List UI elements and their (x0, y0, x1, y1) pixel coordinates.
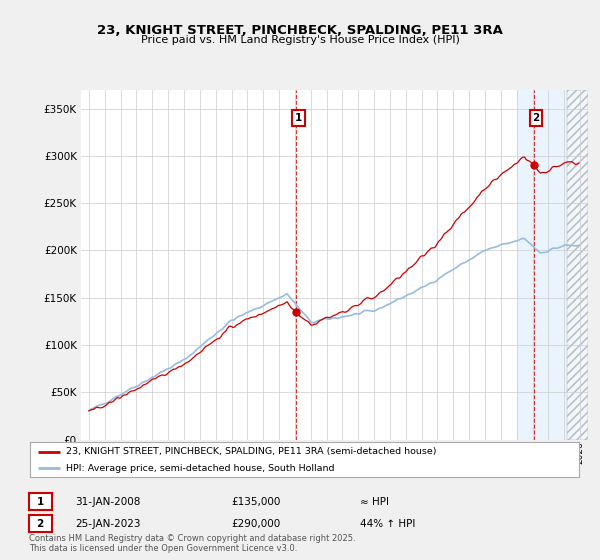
Text: 23, KNIGHT STREET, PINCHBECK, SPALDING, PE11 3RA (semi-detached house): 23, KNIGHT STREET, PINCHBECK, SPALDING, … (65, 447, 436, 456)
Text: £135,000: £135,000 (231, 497, 280, 507)
Bar (568, 90, 588, 440)
Text: Price paid vs. HM Land Registry's House Price Index (HPI): Price paid vs. HM Land Registry's House … (140, 35, 460, 45)
Text: HPI: Average price, semi-detached house, South Holland: HPI: Average price, semi-detached house,… (65, 464, 334, 473)
Text: 31-JAN-2008: 31-JAN-2008 (75, 497, 140, 507)
Text: ≈ HPI: ≈ HPI (360, 497, 389, 507)
Text: Contains HM Land Registry data © Crown copyright and database right 2025.
This d: Contains HM Land Registry data © Crown c… (29, 534, 355, 553)
Text: 2: 2 (532, 113, 539, 123)
Text: 23, KNIGHT STREET, PINCHBECK, SPALDING, PE11 3RA: 23, KNIGHT STREET, PINCHBECK, SPALDING, … (97, 24, 503, 37)
Text: 25-JAN-2023: 25-JAN-2023 (75, 519, 140, 529)
Bar (517, 90, 588, 440)
Text: 44% ↑ HPI: 44% ↑ HPI (360, 519, 415, 529)
Text: 1: 1 (37, 497, 44, 507)
Text: 2: 2 (37, 519, 44, 529)
Text: 1: 1 (295, 113, 302, 123)
Bar (568, 90, 588, 440)
Text: £290,000: £290,000 (231, 519, 280, 529)
